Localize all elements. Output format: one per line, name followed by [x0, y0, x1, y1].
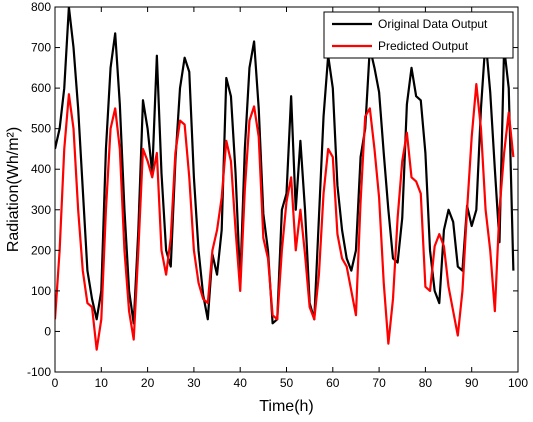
y-tick-label: 800: [31, 0, 51, 14]
y-tick-label: 600: [31, 81, 51, 95]
y-tick-label: 300: [31, 203, 51, 217]
x-tick-label: 90: [465, 376, 479, 390]
x-tick-label: 0: [52, 376, 59, 390]
y-tick-label: -100: [27, 365, 51, 379]
y-axis-ticks: -100 0 100 200 300 400 500 600 700 800: [27, 0, 518, 379]
x-tick-label: 60: [326, 376, 340, 390]
x-axis-label: Time(h): [259, 398, 314, 415]
series-line-predicted: [55, 82, 515, 351]
x-tick-label: 100: [508, 376, 528, 390]
legend-label-original: Original Data Output: [378, 17, 488, 31]
y-axis-label: Radiation(Wh/m²): [5, 127, 22, 252]
y-tick-label: 500: [31, 122, 51, 136]
x-tick-label: 30: [187, 376, 201, 390]
legend: Original Data Output Predicted Output: [323, 11, 514, 59]
x-tick-label: 80: [419, 376, 433, 390]
legend-label-predicted: Predicted Output: [378, 39, 469, 53]
x-tick-label: 10: [95, 376, 109, 390]
y-tick-label: 400: [31, 162, 51, 176]
x-tick-label: 50: [280, 376, 294, 390]
x-axis-ticks: 0 10 20 30 40 50 60 70 80 90 100: [52, 7, 528, 390]
series-line-original: [55, 7, 515, 325]
y-tick-label: 0: [44, 324, 51, 338]
series-layer: [55, 7, 515, 351]
x-tick-label: 70: [372, 376, 386, 390]
y-tick-label: 200: [31, 243, 51, 257]
y-tick-label: 700: [31, 41, 51, 55]
x-tick-label: 20: [141, 376, 155, 390]
x-tick-label: 40: [234, 376, 248, 390]
y-tick-label: 100: [31, 284, 51, 298]
legend-box: [323, 11, 514, 59]
